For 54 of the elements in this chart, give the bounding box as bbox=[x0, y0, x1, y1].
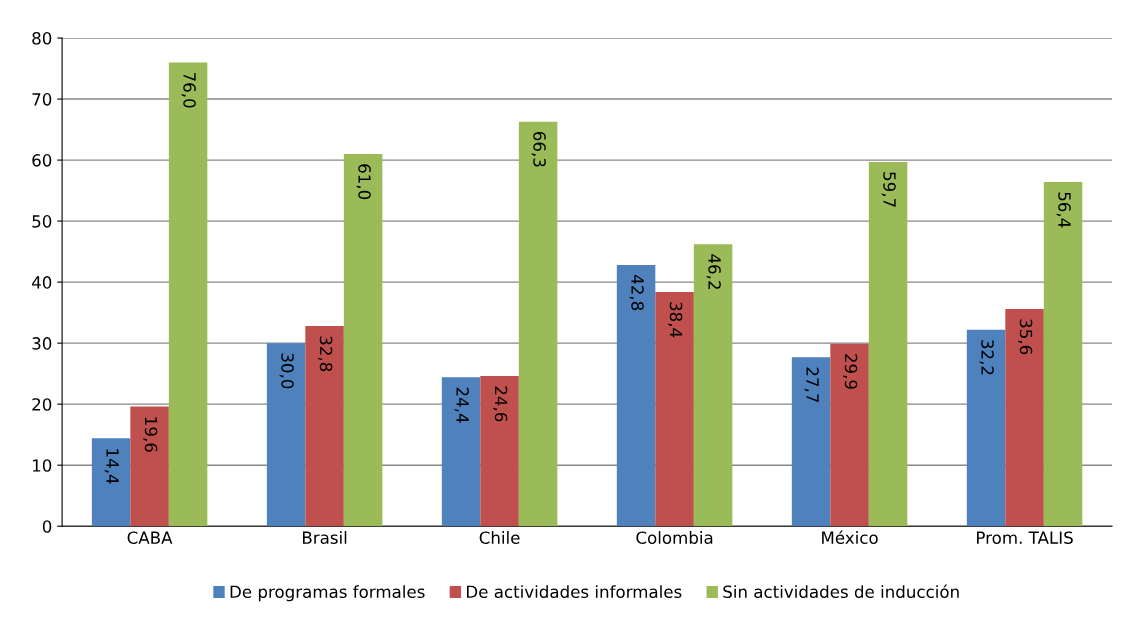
x-tick-label: Chile bbox=[479, 531, 520, 544]
bar bbox=[91, 438, 131, 527]
bar bbox=[305, 326, 344, 527]
bar bbox=[480, 376, 519, 527]
data-label: 24,4 bbox=[454, 387, 469, 423]
x-tick-label: México bbox=[822, 530, 878, 544]
data-label: 32,8 bbox=[318, 336, 333, 372]
legend-label: De actividades informales bbox=[467, 585, 682, 599]
data-label: 24,6 bbox=[493, 386, 508, 422]
y-tick-label: 30 bbox=[32, 337, 52, 350]
legend-label: De programas formales bbox=[230, 585, 425, 602]
y-tick-label: 40 bbox=[31, 276, 52, 289]
y-tick-label: 80 bbox=[32, 32, 52, 45]
data-label: 14,4 bbox=[104, 449, 119, 484]
y-tick-label: 10 bbox=[33, 459, 52, 472]
bar bbox=[343, 153, 383, 527]
bar bbox=[966, 329, 1006, 527]
bar bbox=[791, 357, 831, 527]
x-tick-label: Prom. TALIS bbox=[977, 531, 1073, 544]
y-tick-label: 60 bbox=[32, 154, 52, 167]
y-tick-label: 0 bbox=[42, 520, 52, 533]
bar bbox=[830, 343, 869, 527]
bar bbox=[655, 291, 694, 527]
data-label: 32,2 bbox=[979, 340, 994, 375]
bar bbox=[168, 62, 208, 527]
bar bbox=[266, 343, 306, 527]
bar bbox=[130, 406, 169, 527]
data-label: 46,2 bbox=[706, 254, 721, 289]
legend-label: Sin actividades de inducción bbox=[723, 584, 959, 599]
data-label: 61,0 bbox=[356, 164, 371, 200]
data-label: 19,6 bbox=[143, 417, 158, 452]
bar bbox=[518, 121, 558, 527]
data-label: 59,7 bbox=[881, 172, 896, 207]
x-tick-label: CABA bbox=[127, 531, 173, 544]
data-label: 56,4 bbox=[1056, 192, 1071, 228]
x-tick-label: Brasil bbox=[303, 531, 347, 544]
bar bbox=[868, 161, 908, 527]
data-label: 35,6 bbox=[1018, 319, 1033, 355]
data-label: 76,0 bbox=[181, 72, 196, 108]
data-label: 30,0 bbox=[279, 353, 294, 389]
bar bbox=[693, 244, 733, 527]
bar bbox=[1005, 308, 1044, 527]
data-label: 38,4 bbox=[668, 302, 683, 338]
y-tick-label: 50 bbox=[32, 215, 52, 228]
bar bbox=[441, 377, 481, 527]
data-label: 66,3 bbox=[531, 131, 546, 167]
data-label: 29,9 bbox=[843, 354, 858, 389]
bar bbox=[616, 265, 656, 527]
y-tick-label: 20 bbox=[32, 398, 52, 411]
x-tick-label: Colombia bbox=[636, 531, 713, 544]
data-label: 42,8 bbox=[629, 275, 644, 311]
y-tick-label: 70 bbox=[32, 93, 52, 106]
bar bbox=[1043, 182, 1083, 527]
data-label: 27,7 bbox=[804, 367, 819, 403]
